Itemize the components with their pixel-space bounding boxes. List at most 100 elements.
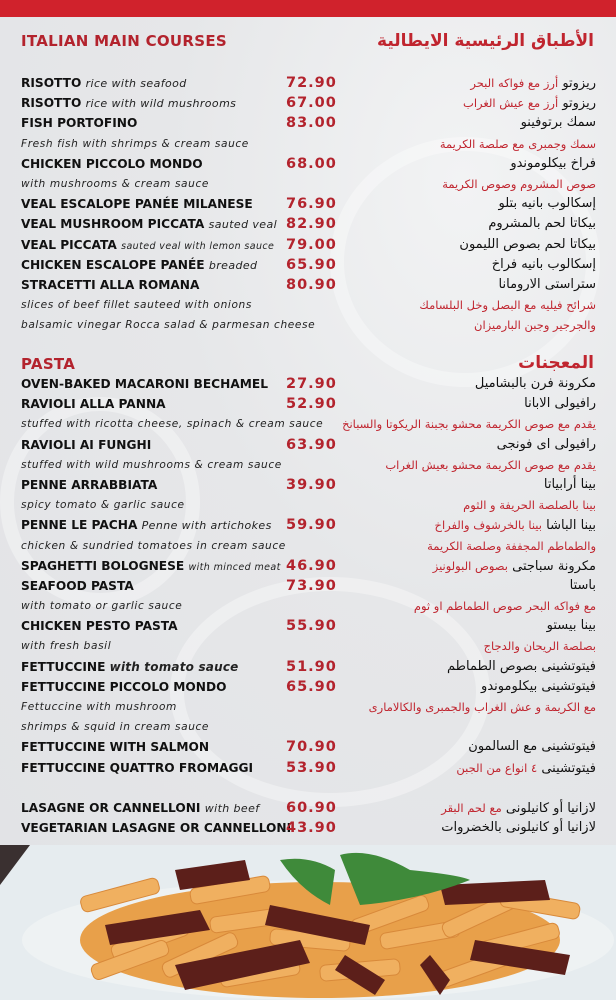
description-text: Fresh fish with shrimps & cream sauce <box>21 137 249 150</box>
description-arabic: والطماطم المجففة وصلصة الكريمة <box>427 538 596 553</box>
item-price: 55.90 <box>286 618 337 635</box>
item-price: 73.90 <box>286 577 337 594</box>
item-note: with minced meat <box>188 561 281 573</box>
menu-item-description: with fresh basil بصلصة الريحان والدجاج <box>0 636 616 656</box>
description-text: slices of beef fillet sauteed with onion… <box>21 299 252 312</box>
item-name-arabic: فيتوتشينى ٤ انواع من الجبن <box>456 758 596 779</box>
description-text: with fresh basil <box>21 640 112 653</box>
arabic-name: رافيولى الابانا <box>524 396 596 412</box>
item-name-line: RAVIOLI AI FUNGHI <box>21 435 151 455</box>
menu-item: VEAL PICCATA sauted veal with lemon sauc… <box>0 235 616 255</box>
menu-item: FETTUCCINE WITH SALMON 70.90 فيتوتشينى مع … <box>0 737 616 757</box>
arabic-name: باستا <box>569 577 596 593</box>
item-name-arabic: رافيولى الابانا <box>524 394 596 414</box>
item-name-line: RISOTTO rice with seafood <box>21 73 187 94</box>
menu-item: VEAL MUSHROOM PICCATA sauted veal 82.90 بي… <box>0 214 616 234</box>
item-name-line: CHICKEN PESTO PASTA <box>21 616 178 636</box>
item-name-arabic: ريزوتو أرز مع عيش الغراب <box>463 93 596 114</box>
menu-item-description: shrimps & squid in cream sauce <box>0 717 616 737</box>
item-price: 65.90 <box>286 256 337 273</box>
item-name-arabic: بينا الباشا بينا بالخرشوف والفراخ <box>435 515 596 536</box>
description-text: shrimps & squid in cream sauce <box>21 721 210 734</box>
item-name-line: SPAGHETTI BOLOGNESE with minced meat <box>21 556 281 578</box>
menu-item-description: with mushrooms & cream sauce صوص المشروم … <box>0 174 616 194</box>
description-text: chicken & sundried tomatoes in cream sau… <box>21 539 286 552</box>
item-name-line: VEAL PICCATA sauted veal with lemon sauc… <box>21 235 274 257</box>
description-arabic: صوص المشروم وصوص الكريمة <box>442 176 596 191</box>
item-name: SEAFOOD PASTA <box>21 578 134 593</box>
arabic-name: إسكالوب بانيه فراخ <box>491 256 596 272</box>
item-note: rice with seafood <box>85 77 187 90</box>
item-name-line: FISH PORTOFINO <box>21 113 137 133</box>
item-name: VEGETARIAN LASAGNE OR CANNELLONI <box>21 821 292 836</box>
menu-item-description: with tomato or garlic sauce مع فواكه البح… <box>0 596 616 616</box>
arabic-name: فيتوتشينى مع السالمون <box>468 739 596 755</box>
menu-item: CHICKEN PICCOLO MONDO 68.00 فراخ بيكلوموند… <box>0 154 616 174</box>
item-name-line: FETTUCCINE with tomato sauce <box>21 657 239 677</box>
item-price: 68.00 <box>286 155 337 172</box>
arabic-name: فيتوتشينى <box>541 760 596 776</box>
item-name-arabic: باستا <box>570 576 596 596</box>
section-title-en: PASTA <box>21 355 76 373</box>
menu-item: RISOTTO rice with seafood 72.90 ريزوتو أرز… <box>0 73 616 93</box>
item-price: 65.90 <box>286 678 337 695</box>
item-name: PENNE ARRABBIATA <box>21 477 158 492</box>
item-name: CHICKEN PICCOLO MONDO <box>21 156 203 171</box>
item-name-line: VEAL ESCALOPE PANÉE MILANESE <box>21 194 253 214</box>
item-name-line: FETTUCCINE QUATTRO FROMAGGI <box>21 758 253 778</box>
arabic-name: بيكاتا لحم بصوص الليمون <box>459 236 596 252</box>
item-name: CHICKEN ESCALOPE PANÉE <box>21 257 205 272</box>
menu-item: LASAGNE OR CANNELLONI with beef 60.90 لازا… <box>0 798 616 818</box>
item-name-arabic: سمك برتوفينو <box>521 113 596 133</box>
item-name-arabic: بيكاتا لحم بالمشروم <box>488 214 596 234</box>
item-name-arabic: بينا بيستو <box>547 616 596 636</box>
item-name: FETTUCCINE PICCOLO MONDO <box>21 679 227 694</box>
item-name: VEAL MUSHROOM PICCATA <box>21 217 205 232</box>
item-price: 63.90 <box>286 436 337 453</box>
menu-item-description: stuffed with wild mushrooms & cream sauc… <box>0 455 616 475</box>
item-name-arabic: بيكاتا لحم بصوص الليمون <box>459 235 596 255</box>
item-name-arabic: لازانيا أو كانيلونى مع لحم البقر <box>441 798 596 819</box>
item-price: 60.90 <box>286 799 337 816</box>
item-name-line: OVEN-BAKED MACARONI BECHAMEL <box>21 374 268 394</box>
item-price: 76.90 <box>286 196 337 213</box>
item-name-arabic: فيتوتشينى بيكلوموندو <box>481 677 596 697</box>
item-name-arabic: مكرونة سباجتى بصوص البولونيز <box>433 556 596 577</box>
top-red-band <box>0 0 616 17</box>
menu-item: PENNE LE PACHA Penne with artichokes 59.9… <box>0 515 616 535</box>
menu-list: OVEN-BAKED MACARONI BECHAMEL 27.90 مكرونة … <box>0 374 616 838</box>
item-name-line: STRACETTI ALLA ROMANA <box>21 275 199 295</box>
item-name-line: VEGETARIAN LASAGNE OR CANNELLONI <box>21 818 291 838</box>
description-text: balsamic vinegar Rocca salad & parmesan … <box>21 319 316 332</box>
menu-item: OVEN-BAKED MACARONI BECHAMEL 27.90 مكرونة … <box>0 374 616 394</box>
description-arabic: مع فواكه البحر صوص الطماطم او ثوم <box>413 599 596 614</box>
item-price: 39.90 <box>286 476 337 493</box>
item-name-line: SEAFOOD PASTA <box>21 576 134 596</box>
item-price: 53.90 <box>286 759 337 776</box>
arabic-name: بينا أرابياتا <box>543 476 596 492</box>
item-name: CHICKEN PESTO PASTA <box>21 619 178 634</box>
arabic-name: إسكالوب بانيه بتلو <box>498 196 596 212</box>
arabic-name: رافيولى اى فونجى <box>496 436 596 452</box>
description-arabic: يقدم مع صوص الكريمة محشو بعيش الغراب <box>385 457 596 472</box>
penne-piece <box>90 939 170 981</box>
item-price: 72.90 <box>286 75 337 91</box>
description-arabic: شرائح فيليه مع البصل وخل البلسامك <box>419 298 596 313</box>
menu-item: FETTUCCINE QUATTRO FROMAGGI 53.90 فيتوتشين… <box>0 758 616 778</box>
arabic-name: فيتوتشينى بيكلوموندو <box>481 678 596 694</box>
menu-item: FETTUCCINE PICCOLO MONDO 65.90 فيتوتشينى ب… <box>0 677 616 697</box>
menu-item-description: slices of beef fillet sauteed with onion… <box>0 295 616 315</box>
item-price: 27.90 <box>286 376 337 392</box>
item-name-arabic: مكرونة فرن بالبشاميل <box>475 374 596 394</box>
item-note: with beef <box>204 801 260 815</box>
arabic-name: ريزوتو <box>562 76 596 91</box>
item-name-line: PENNE LE PACHA Penne with artichokes <box>21 515 272 536</box>
description-text: stuffed with ricotta cheese, spinach & c… <box>21 418 324 431</box>
menu-item: STRACETTI ALLA ROMANA 80.90 ستراستى الاروم… <box>0 275 616 295</box>
menu-item: CHICKEN ESCALOPE PANÉE breaded 65.90 إسكال… <box>0 255 616 275</box>
item-name: RISOTTO <box>21 96 82 111</box>
description-text: with tomato or garlic sauce <box>21 600 183 613</box>
menu-item: PENNE ARRABBIATA 39.90 بينا أرابياتا <box>0 475 616 495</box>
item-name: FETTUCCINE QUATTRO FROMAGGI <box>21 760 254 775</box>
item-name: VEAL PICCATA <box>21 237 117 252</box>
